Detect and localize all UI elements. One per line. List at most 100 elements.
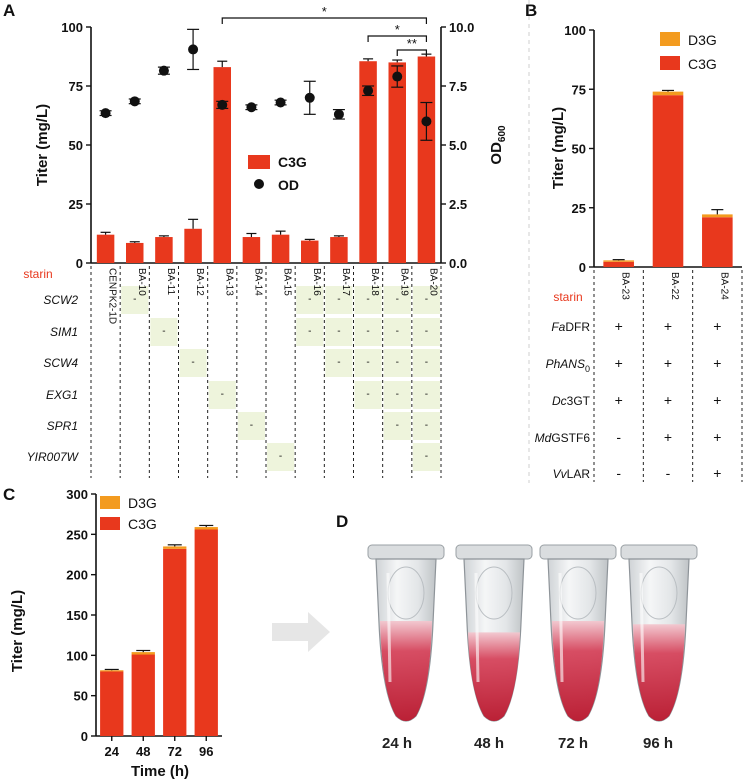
c3g-bar <box>242 237 261 263</box>
gene-mark: - <box>396 326 399 337</box>
gene-highlight-cell <box>267 443 295 471</box>
strain-label: BA-13 <box>223 268 234 296</box>
od-point <box>333 109 344 120</box>
strain-label: BA-24 <box>718 272 729 300</box>
legend-c3g-swatch <box>100 517 120 530</box>
gene-prefix: PhANS <box>546 357 585 371</box>
d3g-bar <box>603 260 634 262</box>
legend-d3g-swatch <box>660 32 680 46</box>
gene-highlight-cell <box>325 349 353 377</box>
panel-c-ytick-label: 150 <box>66 608 88 623</box>
legend-c3g-swatch <box>660 56 680 70</box>
gene-highlight-cell <box>383 381 411 409</box>
gene-highlight-cell <box>354 349 382 377</box>
significance-label: * <box>322 4 327 19</box>
c3g-bar <box>652 95 684 267</box>
gene-presence: + <box>664 318 672 334</box>
c3g-bar <box>96 234 115 263</box>
gene-prefix: Dc <box>552 394 567 408</box>
panel-a-letter: A <box>3 1 15 20</box>
gene-mark: - <box>366 326 369 337</box>
panel-b-letter: B <box>525 1 537 20</box>
panel-c-ytick-label: 0 <box>81 729 88 744</box>
gene-prefix: Md <box>535 431 552 445</box>
gene-mark: - <box>425 420 428 431</box>
gene-highlight-cell <box>412 412 440 440</box>
legend-c3g-label: C3G <box>688 56 717 72</box>
tube-label-72h: 72 h <box>558 735 588 752</box>
od-point <box>158 65 169 76</box>
strain-label: BA-18 <box>369 268 380 296</box>
c3g-bar <box>359 61 377 263</box>
panel-a-ylabel-right: OD600 <box>488 125 508 165</box>
gene-suffix: LAR <box>567 467 591 481</box>
tube-glare <box>474 572 480 683</box>
gene-presence: - <box>616 429 621 445</box>
strain-label: BA-14 <box>252 268 263 296</box>
gene-highlight-cell <box>383 318 411 346</box>
panel-c-legend: D3G C3G <box>100 495 157 532</box>
strain-label: BA-19 <box>398 268 409 296</box>
gene-row-label: VvLAR <box>553 467 591 481</box>
gene-mark: - <box>337 326 340 337</box>
strain-label: BA-11 <box>165 268 176 295</box>
gene-mark: - <box>396 357 399 368</box>
gene-row-label: MdGSTF6 <box>535 431 591 445</box>
gene-suffix: DFR <box>565 320 590 334</box>
gene-mark: - <box>308 326 311 337</box>
c3g-bar <box>131 654 155 736</box>
significance-label: ** <box>407 36 417 51</box>
gene-highlight-cell <box>354 318 382 346</box>
c3g-bar <box>194 529 218 736</box>
gene-presence: + <box>713 355 721 371</box>
panel-a-ytick-right-label: 7.5 <box>449 79 467 94</box>
d3g-bar <box>163 546 187 549</box>
gene-highlight-cell <box>412 349 440 377</box>
strain-label: BA-10 <box>136 268 147 296</box>
strain-label: BA-23 <box>620 272 631 300</box>
c3g-bar <box>603 261 634 267</box>
gene-presence: + <box>713 392 721 408</box>
gene-highlight-cell <box>208 381 236 409</box>
tube-liquid <box>633 624 685 721</box>
gene-highlight-cell <box>121 286 149 314</box>
panel-c-ytick-label: 200 <box>66 568 88 583</box>
gene-presence: + <box>664 392 672 408</box>
panel-a-ylabel: Titer (mg/L) <box>34 104 51 186</box>
panel-d-tubes <box>367 544 698 722</box>
panel-d-letter: D <box>336 512 348 531</box>
gene-mark: - <box>425 389 428 400</box>
panel-a-ytick-label: 100 <box>61 20 83 35</box>
gene-presence: + <box>713 465 721 481</box>
panel-d-arrow <box>272 612 330 652</box>
panel-c-ytick-label: 250 <box>66 527 88 542</box>
panel-a-plot: 0 25 50 75 100 0.0 2.5 5.0 7.5 10.0 SCW2 - - - - - - SIM1… <box>27 4 474 478</box>
gene-presence: + <box>664 429 672 445</box>
gene-mark: - <box>425 451 428 462</box>
tube-cap-rim <box>367 544 445 560</box>
gene-highlight-cell <box>383 286 411 314</box>
gene-highlight-cell <box>325 318 353 346</box>
od-point <box>100 108 111 119</box>
strain-label: CENPK2-1D <box>107 268 118 324</box>
gene-highlight-cell <box>412 286 440 314</box>
gene-highlight-cell <box>383 412 411 440</box>
od-point <box>275 97 286 108</box>
od-point <box>363 85 374 96</box>
tube-liquid <box>380 620 432 721</box>
od-subscript: 600 <box>497 125 508 142</box>
c3g-bar <box>184 228 202 263</box>
c3g-bar <box>388 62 406 264</box>
gene-mark: - <box>162 326 165 337</box>
gene-mark: - <box>279 451 282 462</box>
gene-row-label: PhANS0 <box>546 357 590 374</box>
panel-a-ytick-label: 25 <box>69 197 83 212</box>
panel-c-ytick-label: 300 <box>66 487 88 502</box>
gene-highlight-cell <box>296 286 324 314</box>
gene-mark: - <box>425 357 428 368</box>
panel-a-ytick-label: 0 <box>76 256 83 271</box>
microtube <box>539 544 617 722</box>
panel-c-letter: C <box>3 485 15 504</box>
strain-label: BA-20 <box>427 268 438 296</box>
gene-mark: - <box>366 294 369 305</box>
